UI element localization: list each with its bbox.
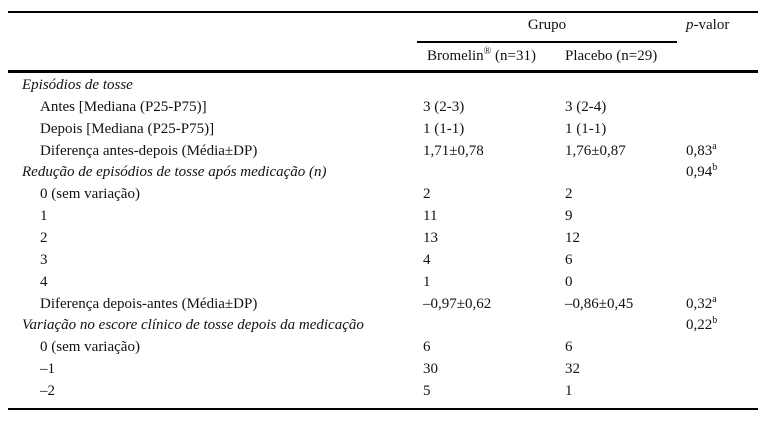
table-row-reducao-2: 2 13 12 [0, 228, 766, 250]
row-label: Episódios de tosse [22, 77, 133, 93]
bromelin-n: (n=31) [491, 48, 536, 64]
placebo-value: 1,76±0,87 [565, 142, 626, 159]
bromelin-value: 2 [423, 186, 431, 203]
p-value-header-rest: -valor [693, 17, 730, 33]
row-label: Variação no escore clínico de tosse depo… [22, 317, 364, 334]
row-label: Diferença antes-depois (Média±DP) [40, 142, 258, 159]
table-row-variacao-minus1: –1 30 32 [0, 359, 766, 381]
table-top-rule [8, 11, 758, 13]
row-label: Depois [Mediana (P25-P75)] [40, 120, 215, 137]
p-value-number: 0,94 [686, 164, 713, 181]
header-bottom-rule [8, 70, 758, 73]
row-label: 2 [40, 230, 48, 247]
row-label: –2 [40, 383, 55, 400]
table-row-reducao-4: 4 1 0 [0, 272, 766, 294]
p-value-footnote-marker: b [712, 315, 718, 327]
p-value-number: 0,22 [686, 317, 713, 334]
table-row-diferenca-depois-antes: Diferença depois-antes (Média±DP) –0,97±… [0, 294, 766, 316]
row-label: 0 (sem variação) [40, 339, 140, 356]
row-label: 0 (sem variação) [40, 186, 140, 203]
p-value-header-italic-p: p [686, 17, 694, 33]
p-value-footnote-marker: b [712, 162, 718, 174]
p-value: 0,94b [686, 162, 717, 184]
table-row-antes: Antes [Mediana (P25-P75)] 3 (2-3) 3 (2-4… [0, 97, 766, 119]
bromelin-value: 1,71±0,78 [423, 142, 484, 159]
placebo-column-header: Placebo (n=29) [565, 48, 658, 64]
table-body: Episódios de tosse Antes [Mediana (P25-P… [0, 75, 766, 403]
placebo-value: 1 (1-1) [565, 120, 607, 137]
placebo-value: 32 [565, 361, 580, 378]
table-row-variacao-minus2: –2 5 1 [0, 381, 766, 403]
bromelin-column-header: Bromelin® (n=31) [427, 46, 536, 65]
registered-trademark-icon: ® [483, 46, 492, 57]
p-value-footnote-marker: a [712, 140, 717, 152]
placebo-value: 6 [565, 339, 573, 356]
bromelin-value: 1 [423, 273, 431, 290]
table-row-reducao-1: 1 11 9 [0, 206, 766, 228]
p-value: 0,83a [686, 141, 717, 163]
table-row-section-variacao: Variação no escore clínico de tosse depo… [0, 315, 766, 337]
bromelin-value: 11 [423, 208, 438, 225]
table-row-reducao-0: 0 (sem variação) 2 2 [0, 184, 766, 206]
placebo-value: 12 [565, 230, 580, 247]
placebo-value: –0,86±0,45 [565, 295, 634, 312]
table-bottom-rule [8, 408, 758, 410]
bromelin-value: –0,97±0,62 [423, 295, 492, 312]
p-value: 0,32a [686, 294, 717, 316]
placebo-value: 1 [565, 383, 573, 400]
p-value: 0,22b [686, 315, 717, 337]
p-value-footnote-marker: a [712, 293, 717, 305]
table-row-section-episodios: Episódios de tosse [0, 75, 766, 97]
table-row-depois: Depois [Mediana (P25-P75)] 1 (1-1) 1 (1-… [0, 119, 766, 141]
table-row-variacao-0: 0 (sem variação) 6 6 [0, 337, 766, 359]
group-underline-rule [417, 41, 677, 43]
placebo-value: 3 (2-4) [565, 98, 607, 115]
table-row-section-reducao: Redução de episódios de tosse após medic… [0, 162, 766, 184]
bromelin-brand: Bromelin [427, 48, 484, 64]
group-header: Grupo [527, 17, 567, 33]
placebo-value: 2 [565, 186, 573, 203]
row-label: Redução de episódios de tosse após medic… [22, 164, 327, 181]
p-value-column-header: p-valor [686, 17, 729, 34]
placebo-value: 9 [565, 208, 573, 225]
row-label: –1 [40, 361, 55, 378]
bromelin-value: 4 [423, 251, 431, 268]
bromelin-value: 1 (1-1) [423, 120, 465, 137]
bromelin-value: 3 (2-3) [423, 98, 465, 115]
row-label: 1 [40, 208, 48, 225]
table-row-reducao-3: 3 4 6 [0, 250, 766, 272]
p-value-number: 0,32 [686, 295, 713, 312]
bromelin-value: 30 [423, 361, 438, 378]
bromelin-value: 5 [423, 383, 431, 400]
row-label: Antes [Mediana (P25-P75)] [40, 98, 207, 115]
table-row-diferenca-antes-depois: Diferença antes-depois (Média±DP) 1,71±0… [0, 141, 766, 163]
bromelin-value: 13 [423, 230, 438, 247]
row-label: 4 [40, 273, 48, 290]
placebo-value: 6 [565, 251, 573, 268]
row-label: 3 [40, 251, 48, 268]
row-label: Diferença depois-antes (Média±DP) [40, 295, 258, 312]
placebo-value: 0 [565, 273, 573, 290]
bromelin-value: 6 [423, 339, 431, 356]
p-value-number: 0,83 [686, 142, 713, 159]
